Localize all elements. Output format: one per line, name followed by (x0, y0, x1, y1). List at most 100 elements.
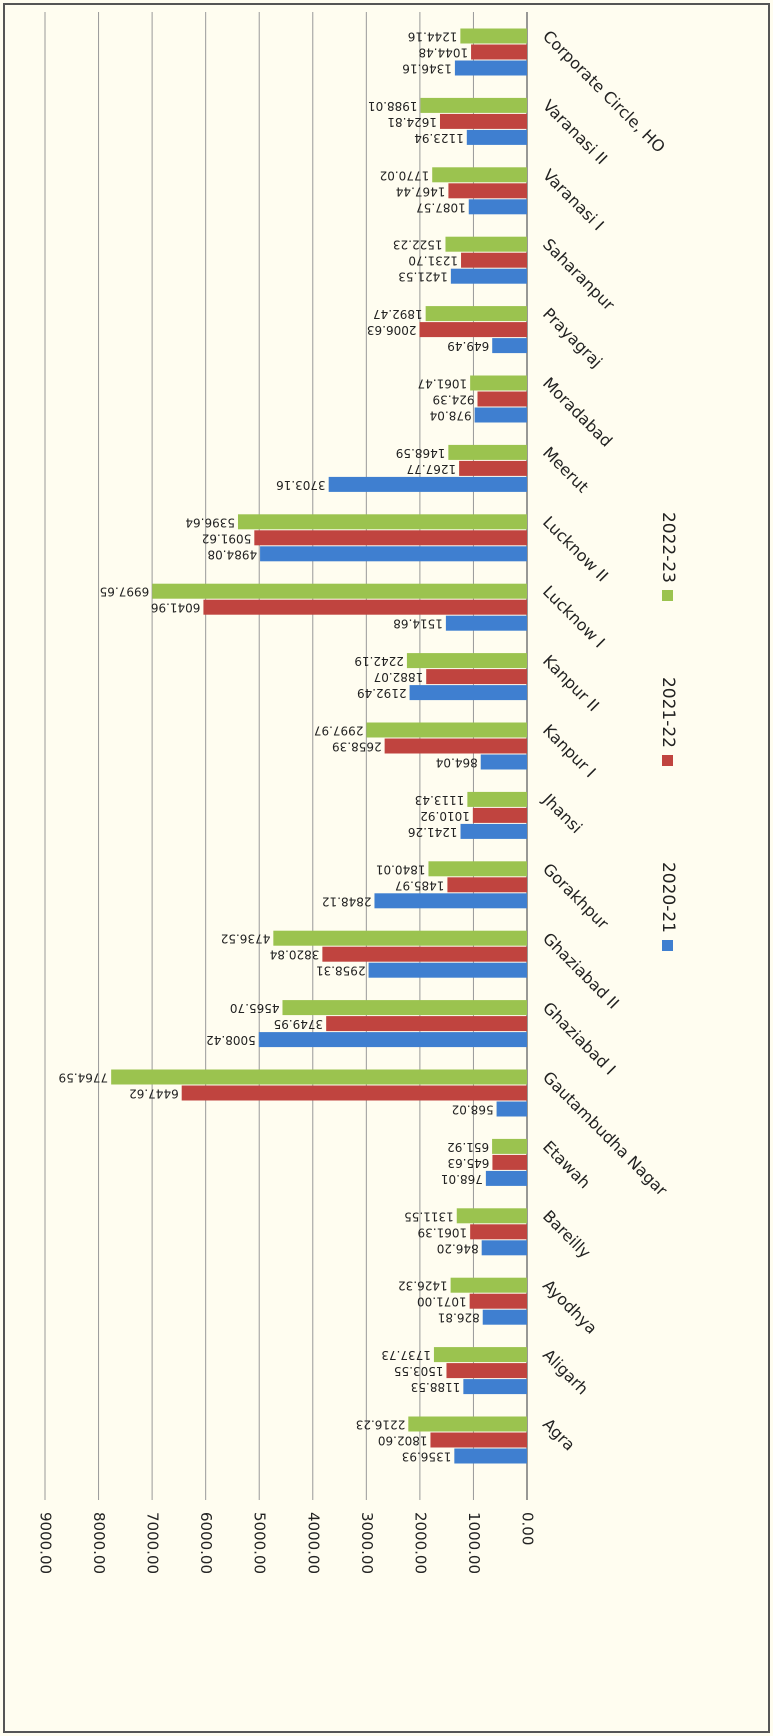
value-label: 651.92 (447, 1140, 489, 1154)
value-label: 2997.97 (314, 724, 364, 738)
bar (460, 28, 527, 44)
bar (425, 306, 527, 322)
value-label: 4984.08 (207, 547, 257, 561)
value-label: 1061.39 (418, 1225, 468, 1239)
value-label: 6041.96 (151, 601, 201, 615)
legend-label: 2022-23 (658, 512, 678, 583)
bar (432, 167, 527, 183)
bar (446, 1363, 527, 1379)
legend-swatch (662, 940, 673, 951)
value-label: 649.49 (447, 339, 489, 353)
bar (111, 1069, 527, 1085)
value-label: 978.04 (430, 409, 472, 423)
bar (408, 1416, 527, 1432)
bar (322, 946, 527, 962)
y-tick-label: 5000.00 (251, 1512, 269, 1574)
y-tick-label: 6000.00 (197, 1512, 215, 1574)
bar (384, 738, 527, 754)
bar (420, 97, 527, 113)
bar (469, 1293, 527, 1309)
value-label: 1267.77 (406, 462, 456, 476)
value-label: 1113.43 (415, 793, 465, 807)
value-label: 4565.70 (230, 1001, 280, 1015)
value-label: 7764.59 (59, 1071, 109, 1085)
value-label: 2958.31 (316, 964, 366, 978)
bar (258, 1032, 527, 1048)
value-label: 846.20 (437, 1241, 479, 1255)
bar (447, 877, 527, 893)
value-label: 1311.55 (404, 1209, 454, 1223)
bar (419, 322, 527, 338)
bar (406, 653, 527, 669)
bar (482, 1309, 527, 1325)
bar (456, 1208, 527, 1224)
value-label: 1503.55 (394, 1364, 444, 1378)
bar (454, 1448, 527, 1464)
bar (433, 1347, 527, 1363)
y-tick-label: 0.00 (519, 1512, 537, 1545)
bar (492, 1138, 527, 1154)
value-label: 1802.60 (378, 1434, 428, 1448)
value-label: 568.02 (452, 1103, 494, 1117)
legend-label: 2020-21 (658, 862, 678, 933)
bar (480, 754, 527, 770)
value-label: 1244.16 (408, 30, 458, 44)
bar (273, 930, 527, 946)
value-label: 1485.97 (395, 878, 445, 892)
legend-swatch (662, 590, 673, 601)
bar (203, 599, 527, 615)
bar (460, 823, 527, 839)
value-label: 1044.48 (418, 46, 468, 60)
bar (448, 183, 527, 199)
y-tick-label: 2000.00 (411, 1512, 429, 1574)
value-label: 2006.63 (367, 323, 417, 337)
y-tick-label: 3000.00 (358, 1512, 376, 1574)
value-label: 1061.47 (418, 377, 468, 391)
bar (470, 1224, 527, 1240)
bar (181, 1085, 527, 1101)
value-label: 3820.84 (270, 948, 320, 962)
bar (459, 460, 527, 476)
value-label: 1468.59 (396, 446, 446, 460)
value-label: 3703.16 (276, 478, 326, 492)
value-label: 5396.64 (185, 515, 235, 529)
value-label: 1514.68 (393, 617, 443, 631)
y-tick-label: 1000.00 (465, 1512, 483, 1574)
value-label: 2848.12 (322, 894, 372, 908)
bar (485, 1170, 527, 1186)
bar (282, 1000, 527, 1016)
bar (426, 669, 527, 685)
bar (260, 546, 527, 562)
value-label: 6997.65 (100, 585, 150, 599)
value-label: 1356.93 (402, 1450, 452, 1464)
bar (474, 407, 527, 423)
bar (470, 375, 527, 391)
bar (454, 60, 527, 76)
value-label: 1123.94 (414, 131, 464, 145)
bar (461, 252, 527, 268)
y-tick-label: 8000.00 (90, 1512, 108, 1574)
value-label: 1346.16 (402, 62, 452, 76)
bar (368, 962, 527, 978)
value-label: 1882.07 (374, 670, 424, 684)
bar (374, 893, 527, 909)
bar (152, 583, 527, 599)
legend-swatch (662, 755, 673, 766)
value-label: 1737.73 (381, 1348, 431, 1362)
bar (467, 791, 527, 807)
value-label: 1241.26 (408, 825, 458, 839)
bar (445, 236, 527, 252)
y-tick-label: 7000.00 (144, 1512, 162, 1574)
value-label: 768.01 (441, 1172, 483, 1186)
bar (445, 615, 527, 631)
bar (237, 514, 527, 530)
value-label: 2242.19 (354, 654, 404, 668)
bar (477, 391, 527, 407)
value-label: 1770.02 (380, 168, 430, 182)
bar (439, 113, 527, 129)
value-label: 1071.00 (417, 1295, 467, 1309)
value-label: 4736.52 (221, 932, 271, 946)
bar (254, 530, 527, 546)
bar (328, 476, 527, 492)
bar (463, 1379, 527, 1395)
